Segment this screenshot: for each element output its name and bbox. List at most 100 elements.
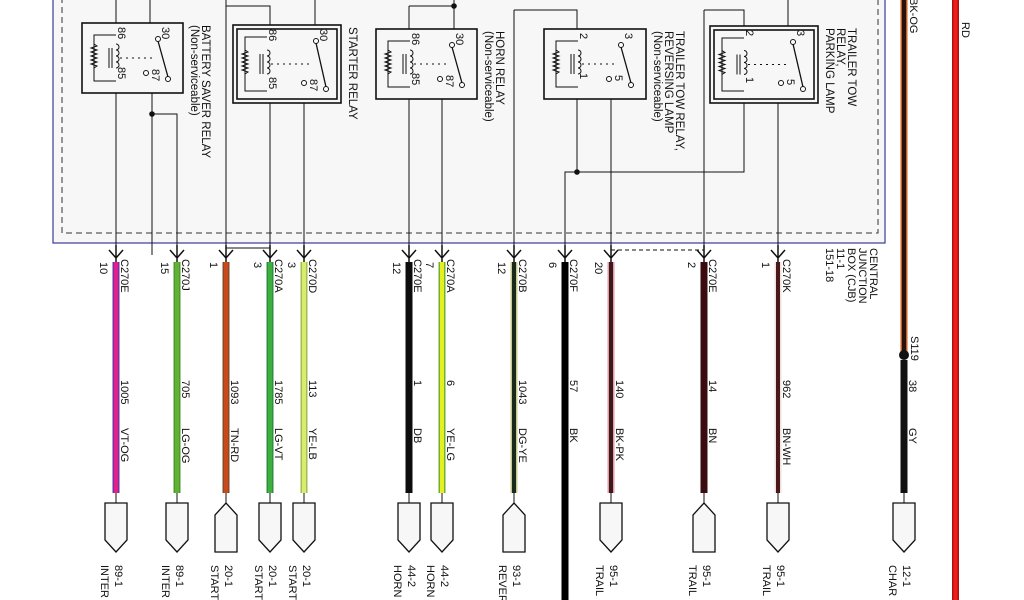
switch-contact-icon — [620, 46, 632, 84]
wire-color-code: YE-LG — [444, 428, 456, 461]
coil-resistor-icon — [93, 34, 116, 82]
terminal-connector-icon — [502, 502, 526, 553]
relay-pin-label: 87 — [149, 69, 161, 81]
wire-core — [902, 0, 906, 354]
coil-icon — [266, 49, 271, 75]
internal-conductor — [565, 103, 745, 173]
relay-1: 86 85 30 87 BATTERY SAVER RELAY(Non-servicea… — [81, 22, 211, 158]
wire-core — [224, 262, 228, 493]
switch-no-terminal — [606, 76, 612, 82]
coil-icon — [743, 50, 748, 75]
relay-pin-label: 30 — [159, 27, 171, 39]
feed-wires: BK-OG7RD — [907, 0, 971, 600]
connector-pin-number: 6 — [546, 262, 558, 268]
connector-id: C270D — [306, 259, 318, 293]
relay-title: BATTERY SAVER RELAY — [199, 25, 211, 158]
relay-pin-label: 1 — [577, 73, 589, 79]
wire-core — [440, 262, 444, 493]
circuit-number: 705 — [179, 380, 191, 398]
circuit-number: 1005 — [118, 380, 130, 404]
terminal-connector-icon — [892, 502, 916, 553]
relay-title: REVERSING LAMP — [662, 31, 674, 134]
wire-color-code: BK — [567, 428, 579, 443]
relay-pin-label: 30 — [317, 29, 329, 41]
module-name: BOX (CJB) — [845, 248, 857, 302]
wire-color-code: BN — [706, 428, 718, 443]
relay-pin-label: 87 — [443, 75, 455, 87]
relay-pin-label: 2 — [743, 30, 755, 36]
destination-reference: 44-2 — [405, 565, 417, 587]
internal-circuits — [115, 0, 789, 255]
circuit-number: 57 — [567, 380, 579, 392]
coil-resistor-icon — [721, 37, 744, 92]
relay-pin-label: 86 — [409, 33, 421, 45]
destination-reference: INTER — [98, 565, 110, 598]
relay-3: 86 85 30 87 HORN RELAY(Non-serviceable) — [375, 28, 505, 122]
wire-core — [114, 262, 118, 493]
connector-pin-arrow-icon — [603, 245, 619, 262]
relay-pin-label: 87 — [307, 79, 319, 91]
terminal-connector-icon — [430, 502, 454, 553]
connector-id: C270E — [118, 259, 130, 293]
connector-pin-number: 1 — [759, 262, 771, 268]
circuit-number: 1093 — [228, 380, 240, 404]
resistor-icon — [383, 49, 393, 75]
wire-core — [407, 262, 411, 493]
destination-reference: 95-1 — [607, 565, 619, 587]
coil-core-icon — [108, 48, 113, 68]
wire-color-code: DG-YE — [516, 428, 528, 463]
destination-reference: HORN — [391, 565, 403, 597]
relay-pin-label: 85 — [266, 77, 278, 89]
destination-reference: 89-1 — [173, 565, 185, 587]
terminal-connector-icon — [292, 502, 316, 553]
relay-pin-label: 3 — [794, 30, 806, 36]
resistor-icon — [89, 43, 99, 69]
wire-color-code: LG-VT — [272, 428, 284, 461]
wire-core — [563, 262, 567, 600]
relay-pin-label: 30 — [453, 33, 465, 45]
switch-no-terminal — [301, 80, 307, 86]
coil-resistor-icon — [555, 40, 578, 88]
connector-pin-arrow-icon — [557, 245, 573, 262]
junction-dot — [149, 111, 155, 117]
wire-color-code: VT-OG — [118, 428, 130, 462]
destination-reference: START — [286, 565, 298, 600]
connector-pin-arrow-icon — [401, 245, 417, 262]
destination-reference: TRAIL — [593, 565, 605, 596]
relay-title: (Non-serviceable) — [188, 25, 200, 116]
destination-reference: 89-1 — [112, 565, 124, 587]
relay-title: HORN RELAY — [493, 31, 505, 105]
switch-contact-icon — [315, 42, 327, 88]
terminal-connector-icon — [766, 502, 790, 553]
wire-core — [175, 262, 179, 493]
connector-pin-number: 12 — [390, 262, 402, 274]
internal-conductor — [152, 113, 178, 255]
wire-color-code: YE-LB — [306, 428, 318, 460]
terminal-connector-icon — [214, 502, 238, 553]
destination-reference: 95-1 — [774, 565, 786, 587]
connector-id: C270E — [706, 259, 718, 293]
connector-id: C270A — [444, 259, 456, 293]
relay-2: 86 85 30 87 STARTER RELAY — [232, 24, 358, 120]
coil-core-icon — [570, 54, 575, 74]
connector-id: C270K — [780, 259, 792, 293]
switch-no-terminal — [437, 76, 443, 82]
connector-pin-arrow-icon — [296, 245, 312, 262]
connector-pin-number: 15 — [158, 262, 170, 274]
circuit-number: 962 — [780, 380, 792, 398]
connector-id: C270F — [567, 259, 579, 292]
connector-pin-number: 2 — [685, 262, 697, 268]
module-name: 151-18 — [823, 248, 835, 282]
terminal-connector-icon — [165, 502, 189, 553]
module-name: JUNCTION — [856, 248, 868, 304]
destination-reference: 20-1 — [266, 565, 278, 587]
destination-reference: TRAIL — [760, 565, 772, 596]
